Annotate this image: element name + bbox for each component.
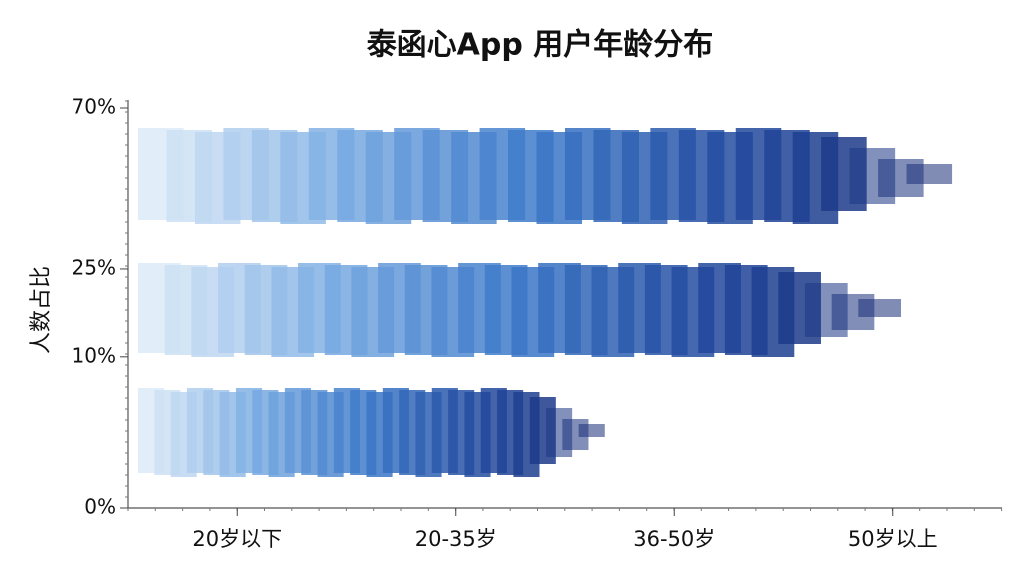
y-tick-label: 10% [72, 343, 116, 367]
x-tick-label: 20岁以下 [192, 527, 282, 551]
x-tick-label: 50岁以上 [848, 527, 938, 551]
y-tick-label: 0% [84, 495, 116, 519]
bar-segment [906, 164, 953, 184]
y-tick-label: 70% [72, 95, 116, 119]
x-tick-label: 36-50岁 [633, 527, 715, 551]
chart-title: 泰函心App 用户年龄分布 [367, 28, 714, 63]
y-axis-label: 人数占比 [29, 266, 54, 354]
bar-segment [858, 299, 902, 317]
bars [138, 128, 953, 477]
x-tick-label: 20-35岁 [415, 527, 497, 551]
y-tick-label: 25% [72, 255, 116, 279]
bar-segment [578, 424, 605, 437]
